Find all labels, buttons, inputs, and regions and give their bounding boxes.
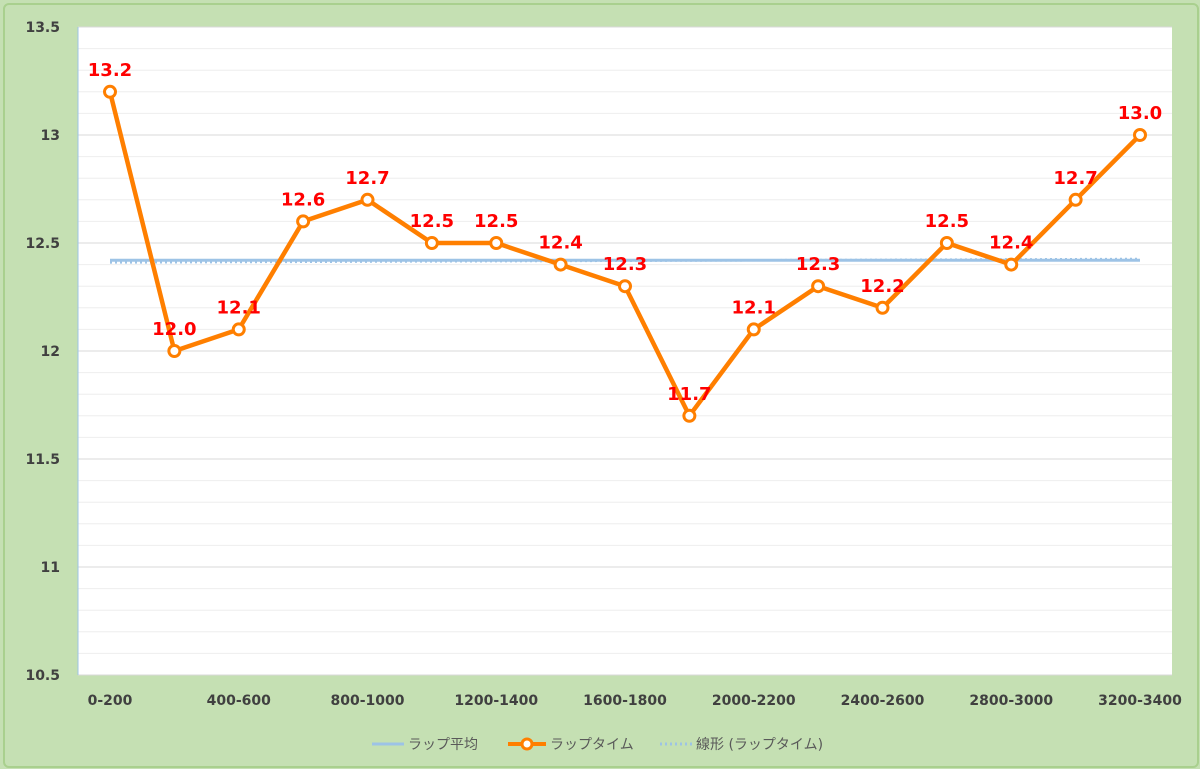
y-tick-label: 10.5 <box>25 668 60 684</box>
lap-time-point <box>360 192 375 207</box>
x-tick-label: 1200-1400 <box>454 693 538 709</box>
lap-time-point <box>1004 257 1019 272</box>
data-label: 12.1 <box>217 297 261 318</box>
data-label: 13.0 <box>1118 103 1162 124</box>
legend: ラップ平均 ラップタイム 線形 (ラップタイム) <box>372 737 823 753</box>
lap-time-point <box>103 84 117 99</box>
lap-time-point <box>682 408 697 423</box>
data-label: 12.5 <box>474 211 518 232</box>
y-tick-label: 12.5 <box>25 236 60 252</box>
data-label: 12.1 <box>732 297 776 318</box>
y-tick-label: 12 <box>41 344 60 360</box>
y-axis: 10.5 11 11.5 12 12.5 13 13.5 <box>25 20 79 684</box>
data-label: 12.5 <box>925 211 969 232</box>
lap-time-point <box>231 322 246 337</box>
x-tick-label: 800-1000 <box>331 693 405 709</box>
x-tick-label: 2800-3000 <box>969 693 1053 709</box>
y-tick-label: 11.5 <box>25 452 60 468</box>
y-tick-label: 11 <box>41 560 60 576</box>
lap-time-point <box>489 236 504 250</box>
legend-label: 線形 (ラップタイム) <box>696 737 823 753</box>
lap-time-point <box>296 214 311 229</box>
lap-time-point <box>618 279 632 294</box>
legend-marker-lap-time <box>520 737 534 751</box>
data-label: 12.7 <box>345 168 389 189</box>
y-tick-label: 13 <box>41 128 60 144</box>
x-axis: 0-200 400-600 800-1000 1200-1400 1600-1800 20… <box>88 693 1183 709</box>
data-label: 12.3 <box>603 254 647 275</box>
data-label: 11.7 <box>667 384 711 405</box>
lap-time-point <box>424 236 439 250</box>
lap-time-point <box>1133 128 1147 142</box>
trendline <box>109 257 1141 264</box>
x-tick-label: 400-600 <box>207 693 272 709</box>
lap-time-point <box>746 322 761 337</box>
lap-time-point <box>167 344 182 358</box>
data-label: 12.6 <box>281 189 325 210</box>
data-label: 12.7 <box>1053 168 1097 189</box>
data-label: 12.0 <box>152 319 196 340</box>
data-label: 12.4 <box>538 233 582 254</box>
data-label: 12.2 <box>860 276 904 297</box>
lap-time-point <box>875 300 890 315</box>
series-markers <box>103 84 1147 423</box>
x-tick-label: 2000-2200 <box>712 693 796 709</box>
data-labels: 13.2 12.0 12.1 12.6 12.7 12.5 12.5 12.4 12.3 11.7… <box>88 60 1162 405</box>
lap-time-point <box>1068 192 1083 207</box>
lap-time-point <box>939 236 954 250</box>
x-tick-label: 0-200 <box>88 693 133 709</box>
legend-label: ラップ平均 <box>408 737 478 753</box>
data-label: 12.3 <box>796 254 840 275</box>
lap-time-point <box>553 257 568 272</box>
data-label: 13.2 <box>88 60 132 81</box>
x-tick-label: 1600-1800 <box>583 693 667 709</box>
gridlines <box>78 26 1172 676</box>
y-tick-label: 13.5 <box>25 20 60 36</box>
x-tick-label: 3200-3400 <box>1098 693 1182 709</box>
lap-time-point <box>811 279 826 294</box>
x-tick-label: 2400-2600 <box>841 693 925 709</box>
data-label: 12.4 <box>989 233 1033 254</box>
legend-label: ラップタイム <box>550 737 634 753</box>
data-label: 12.5 <box>410 211 454 232</box>
